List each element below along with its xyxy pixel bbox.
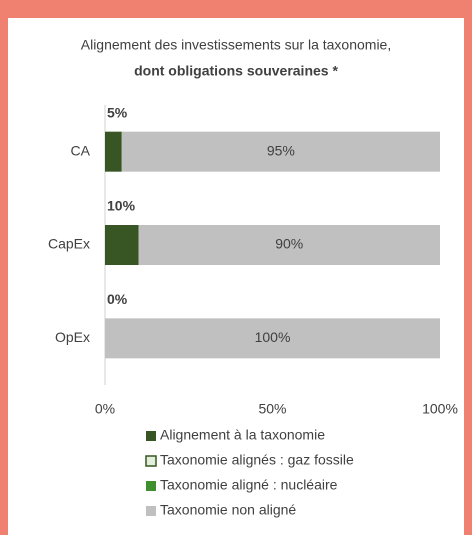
value-label: 5% [107,104,128,120]
value-label: 0% [107,291,128,307]
bar-segment [138,225,440,265]
legend-label: Taxonomie alignés : gaz fossile [160,452,354,468]
legend-marker [146,481,156,491]
legend-label: Alignement à la taxonomie [160,427,325,443]
panel [8,18,464,535]
bar-segment [105,318,440,359]
value-label: 95% [267,142,295,158]
value-label: 10% [107,198,136,214]
x-tick-label: 50% [258,401,286,417]
y-tick-label: OpEx [55,329,90,345]
bar-segment [105,131,122,172]
bar-segment [121,131,440,172]
chart-title: Alignement des investissements sur la ta… [81,37,391,53]
x-tick-label: 0% [95,401,115,417]
x-tick-label: 100% [422,401,458,417]
legend-marker [146,506,156,516]
legend-label: Taxonomie non aligné [160,502,296,518]
y-tick-label: CapEx [48,236,90,252]
bar-segment [105,225,139,265]
legend-marker [146,431,156,441]
legend-marker [145,455,157,467]
value-label: 100% [255,329,291,345]
value-label: 90% [275,236,303,252]
chart-subtitle: dont obligations souveraines * [134,63,338,79]
legend-label: Taxonomie aligné : nucléaire [160,477,338,493]
y-tick-label: CA [71,142,91,158]
